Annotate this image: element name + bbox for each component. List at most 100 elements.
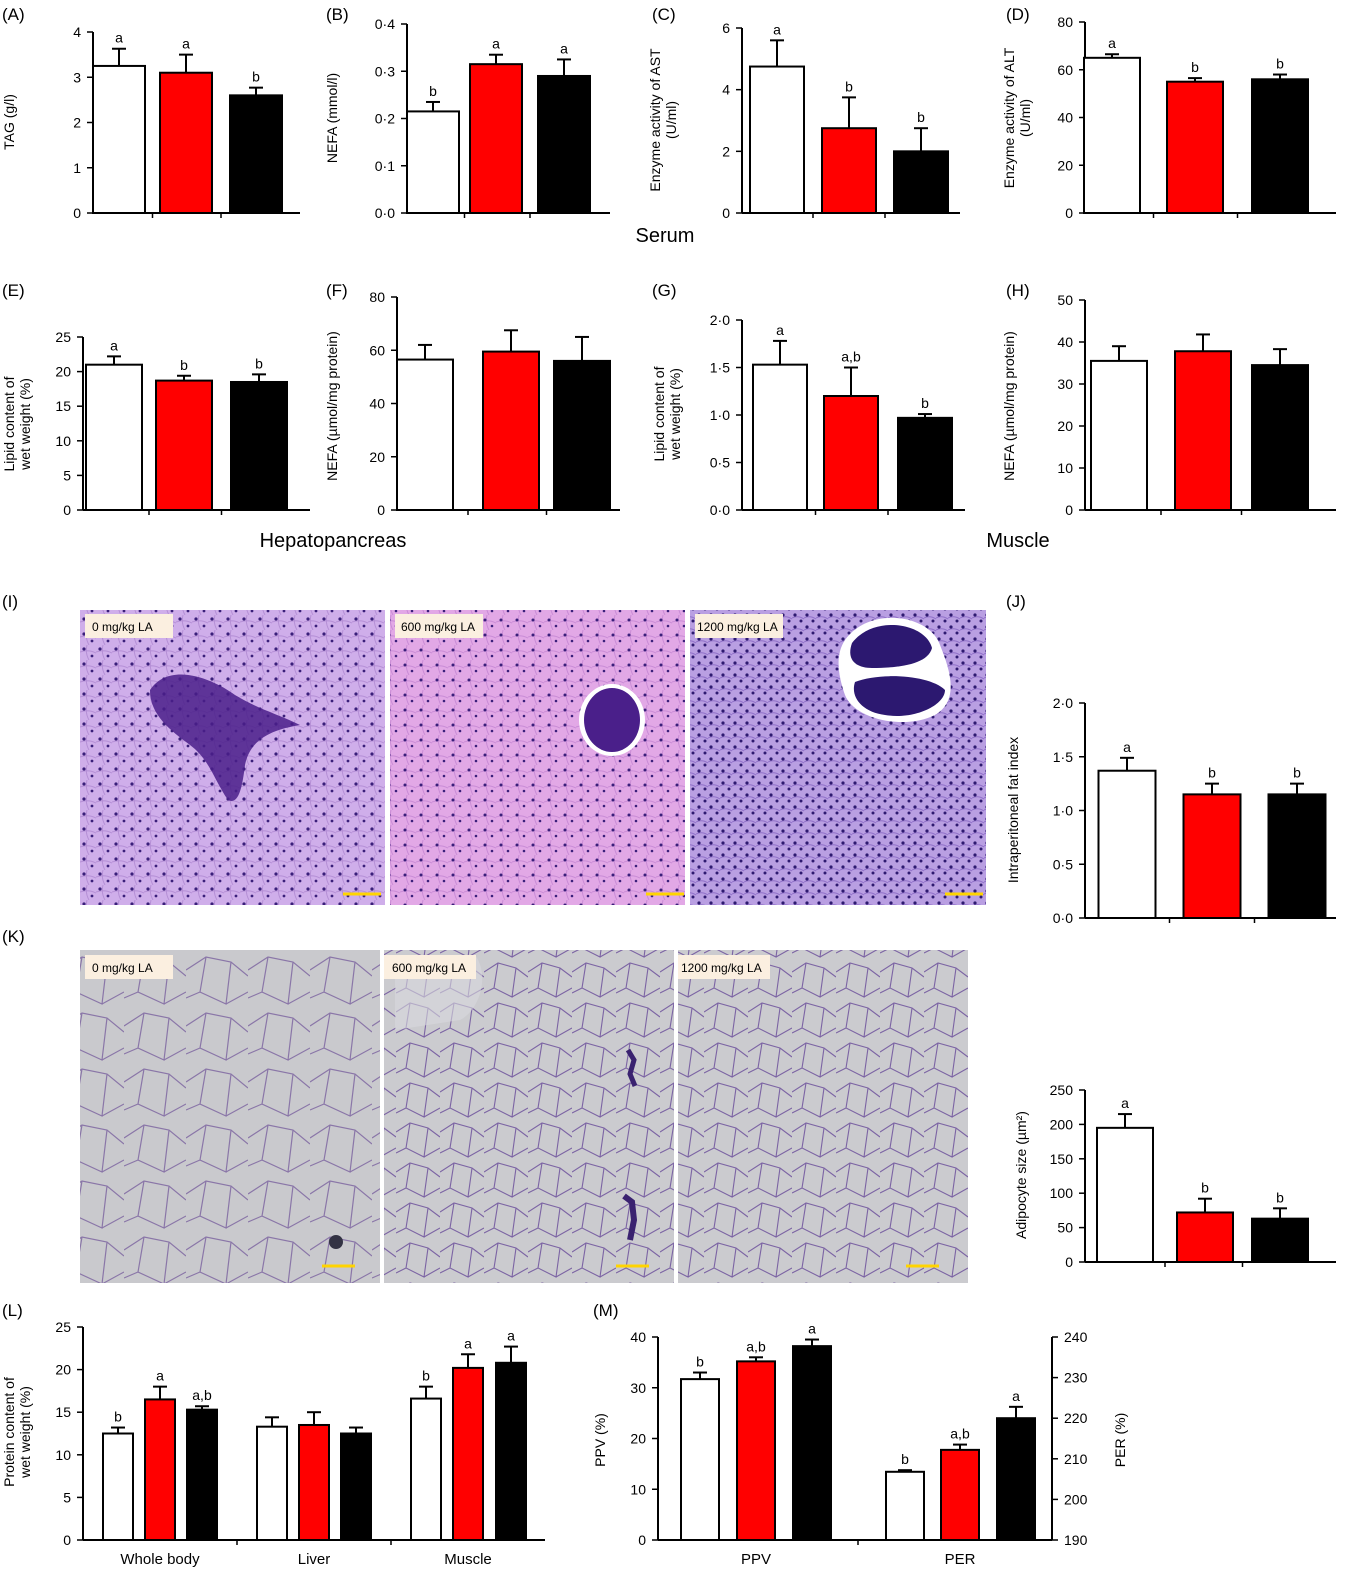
chart-H-ytick-label: 0 bbox=[1065, 502, 1073, 518]
chart-L-panel-label: (L) bbox=[2, 1301, 23, 1320]
chart-M-ytick-label: 10 bbox=[630, 1481, 646, 1497]
chart-A-letter: a bbox=[115, 30, 123, 46]
chart-B-letter: b bbox=[429, 83, 437, 99]
chart-C-bar bbox=[821, 127, 877, 214]
chart-J: (J) 0·0 0·5 1·0 1·5 2·0 Intraperitoneal fat in… bbox=[1005, 592, 1336, 926]
section-label-serum: Serum bbox=[636, 225, 695, 247]
chart-A-letter: a bbox=[182, 36, 190, 52]
chart-G-panel-label: (G) bbox=[652, 281, 677, 300]
chart-H-ylabel: NEFA (µmol/mg protein) bbox=[1001, 331, 1017, 481]
chart-B: (B) 0·0 0·1 0·2 0·3 0·4 NEFA (mmol/l) b a a bbox=[324, 5, 610, 221]
chart-C-panel-label: (C) bbox=[652, 5, 676, 24]
chart-L-bar bbox=[410, 1397, 442, 1541]
chart-L-ytick-label: 20 bbox=[55, 1362, 71, 1378]
chart-J-bar bbox=[1267, 793, 1327, 919]
micrograph-I-0-label: 0 mg/kg LA bbox=[92, 620, 153, 634]
micrograph-I-1-label: 600 mg/kg LA bbox=[401, 620, 475, 634]
chart-C-letter: a bbox=[773, 21, 781, 37]
chart-C-ytick-label: 0 bbox=[722, 205, 730, 221]
chart-K-ylabel: Adipocyte size (µm²) bbox=[1013, 1111, 1029, 1239]
chart-D-bar bbox=[1251, 78, 1309, 214]
chart-F-bar bbox=[553, 359, 611, 511]
chart-L-bar bbox=[144, 1398, 176, 1542]
chart-K: 0 50 100 150 200 250 Adipocyte size (µm²) a b b bbox=[1013, 1082, 1336, 1270]
chart-M-ytick-label: 40 bbox=[630, 1329, 646, 1345]
chart-E-ytick-label: 25 bbox=[55, 329, 71, 345]
chart-M-y2tick-label: 210 bbox=[1064, 1451, 1088, 1467]
chart-L-category-label: Whole body bbox=[120, 1551, 200, 1568]
chart-B-bar bbox=[406, 110, 460, 214]
chart-E-bar bbox=[85, 363, 143, 511]
chart-M-letter: a,b bbox=[746, 1338, 766, 1354]
chart-J-letter: a bbox=[1123, 739, 1131, 755]
chart-M-letter: a,b bbox=[950, 1426, 970, 1442]
chart-J-ytick-label: 2·0 bbox=[1053, 695, 1073, 711]
micrograph-K-2: 1200 mg/kg LA bbox=[678, 950, 968, 1283]
chart-J-ytick-label: 1·0 bbox=[1053, 803, 1073, 819]
chart-D-ylabel: Enzyme activity of ALT(U/ml) bbox=[1001, 47, 1033, 188]
chart-H-bar bbox=[1090, 359, 1148, 511]
chart-M: (M) 0 10 20 30 40 190 200 210 220 230 240 PPV (%) PER… bbox=[592, 1301, 1128, 1568]
chart-C-ylabel: Enzyme activity of AST(U/ml) bbox=[647, 48, 679, 192]
chart-D-bar bbox=[1166, 80, 1224, 214]
chart-C-letter: b bbox=[845, 78, 853, 94]
chart-D-ytick-label: 0 bbox=[1065, 205, 1073, 221]
chart-G-ylabel: Lipid content ofwet weight (%) bbox=[651, 366, 683, 461]
chart-A-ytick-label: 2 bbox=[73, 115, 81, 131]
chart-M-bar bbox=[996, 1417, 1036, 1541]
chart-L-bar bbox=[256, 1425, 288, 1541]
chart-D-letter: b bbox=[1276, 56, 1284, 72]
chart-A-bar bbox=[159, 71, 213, 214]
chart-E-letter: b bbox=[180, 357, 188, 373]
chart-A-ytick-label: 4 bbox=[73, 24, 81, 40]
chart-M-bar bbox=[885, 1470, 925, 1541]
micrograph-K-1-label: 600 mg/kg LA bbox=[392, 961, 466, 975]
chart-D-panel-label: (D) bbox=[1006, 5, 1030, 24]
chart-B-ylabel: NEFA (mmol/l) bbox=[324, 73, 340, 163]
chart-E: (E) 0 5 10 15 20 25 Lipid content ofwet weight … bbox=[1, 281, 310, 518]
chart-M-letter: b bbox=[901, 1451, 909, 1467]
chart-M-category-label: PPV bbox=[741, 1551, 771, 1568]
chart-D-letter: b bbox=[1191, 59, 1199, 75]
chart-G-ytick-label: 1·5 bbox=[710, 360, 730, 376]
chart-G-bar bbox=[897, 416, 953, 512]
chart-K-bar bbox=[1251, 1217, 1309, 1264]
chart-B-bar bbox=[537, 74, 591, 214]
chart-L-letter: a bbox=[507, 1328, 515, 1344]
chart-M-ytick-label: 20 bbox=[630, 1431, 646, 1447]
chart-K-bar bbox=[1096, 1126, 1154, 1263]
chart-K-ytick-label: 0 bbox=[1065, 1254, 1073, 1270]
chart-H-bar bbox=[1174, 350, 1232, 511]
chart-M-letter: a bbox=[808, 1321, 816, 1337]
chart-G-ytick-label: 2·0 bbox=[710, 312, 730, 328]
micrograph-I-1: 600 mg/kg LA bbox=[390, 610, 685, 905]
chart-M-ytick-label: 30 bbox=[630, 1380, 646, 1396]
chart-C-bar bbox=[749, 65, 805, 214]
chart-G-ytick-label: 1·0 bbox=[710, 407, 730, 423]
chart-A-ylabel: TAG (g/l) bbox=[1, 94, 17, 150]
chart-F: (F) 0 20 40 60 80 NEFA (µmol/mg protein) bbox=[324, 281, 620, 518]
micrograph-I-2-label: 1200 mg/kg LA bbox=[697, 620, 778, 634]
chart-B-ytick-label: 0·0 bbox=[375, 205, 395, 221]
chart-H-ytick-label: 30 bbox=[1057, 376, 1073, 392]
chart-M-letter: a bbox=[1012, 1388, 1020, 1404]
chart-L-ytick-label: 10 bbox=[55, 1447, 71, 1463]
chart-E-ytick-label: 5 bbox=[63, 467, 71, 483]
chart-G-ytick-label: 0·0 bbox=[710, 502, 730, 518]
chart-B-ytick-label: 0·4 bbox=[375, 16, 395, 32]
micrograph-K-0-label: 0 mg/kg LA bbox=[92, 961, 153, 975]
chart-A-ytick-label: 0 bbox=[73, 205, 81, 221]
section-label-hepatopancreas: Hepatopancreas bbox=[260, 530, 407, 552]
chart-L-ytick-label: 15 bbox=[55, 1404, 71, 1420]
chart-B-panel-label: (B) bbox=[326, 5, 349, 24]
micrograph-K-1: 600 mg/kg LA bbox=[384, 950, 674, 1283]
chart-F-ytick-label: 20 bbox=[369, 449, 385, 465]
chart-E-bar bbox=[155, 379, 213, 512]
chart-H-panel-label: (H) bbox=[1006, 281, 1030, 300]
chart-M-ytick-label: 0 bbox=[638, 1532, 646, 1548]
chart-B-letter: a bbox=[492, 36, 500, 52]
micrograph-I-2: 1200 mg/kg LA bbox=[690, 610, 986, 905]
chart-F-ytick-label: 0 bbox=[377, 502, 385, 518]
chart-C-ytick-label: 4 bbox=[722, 82, 730, 98]
